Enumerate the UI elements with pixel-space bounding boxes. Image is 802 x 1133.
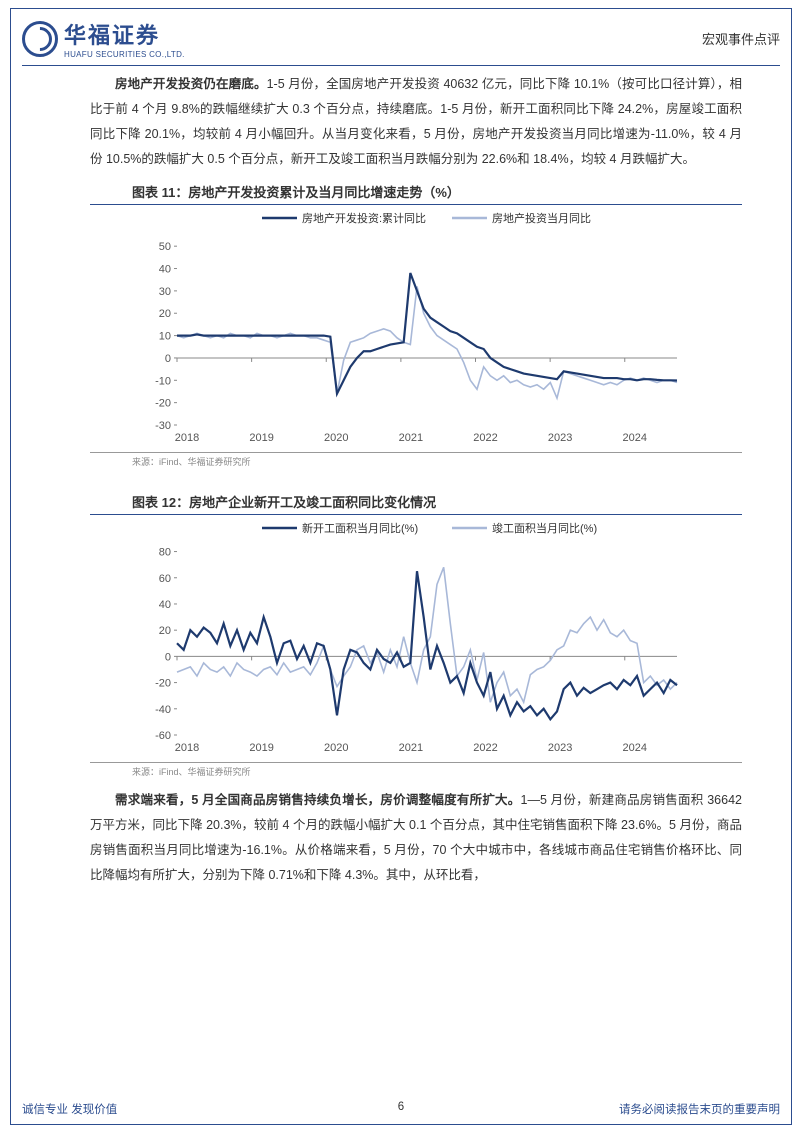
svg-text:2021: 2021 — [399, 742, 423, 754]
footer-page-number: 6 — [398, 1101, 404, 1113]
svg-text:-20: -20 — [155, 678, 171, 690]
paragraph-2: 需求端来看，5 月全国商品房销售持续负增长，房价调整幅度有所扩大。1—5 月份，… — [90, 788, 742, 888]
svg-text:2022: 2022 — [473, 432, 497, 444]
chart12-box: 新开工面积当月同比(%) 竣工面积当月同比(%) -60 -40 -20 0 20 40 60 8… — [90, 515, 742, 760]
svg-text:-30: -30 — [155, 420, 171, 432]
svg-text:2018: 2018 — [175, 432, 199, 444]
chart11-svg: 房地产开发投资:累计同比 房地产投资当月同比 -30 -20 -10 0 10 20 30 40 5… — [132, 205, 692, 450]
svg-text:30: 30 — [159, 286, 171, 298]
chart12-svg: 新开工面积当月同比(%) 竣工面积当月同比(%) -60 -40 -20 0 20 40 60 8… — [132, 515, 692, 760]
logo-cn-text: 华福证券 — [64, 18, 185, 50]
logo-icon — [22, 21, 58, 57]
chart11-box: 房地产开发投资:累计同比 房地产投资当月同比 -30 -20 -10 0 10 20 30 40 5… — [90, 205, 742, 450]
svg-text:2019: 2019 — [249, 432, 273, 444]
chart11-source: 来源：iFind、华福证券研究所 — [90, 452, 742, 468]
footer-left: 诚信专业 发现价值 — [22, 1101, 117, 1117]
logo-en-text: HUAFU SECURITIES CO.,LTD. — [64, 50, 185, 59]
svg-text:40: 40 — [159, 264, 171, 276]
svg-text:竣工面积当月同比(%): 竣工面积当月同比(%) — [492, 521, 597, 535]
svg-text:2022: 2022 — [473, 742, 497, 754]
svg-text:-60: -60 — [155, 730, 171, 742]
svg-text:2023: 2023 — [548, 742, 572, 754]
svg-text:2024: 2024 — [623, 742, 647, 754]
content: 房地产开发投资仍在磨底。1-5 月份，全国房地产开发投资 40632 亿元，同比… — [90, 72, 742, 888]
chart12-source: 来源：iFind、华福证券研究所 — [90, 762, 742, 778]
logo: 华福证券 HUAFU SECURITIES CO.,LTD. — [22, 18, 185, 59]
svg-text:80: 80 — [159, 547, 171, 559]
svg-text:20: 20 — [159, 625, 171, 637]
svg-text:2019: 2019 — [249, 742, 273, 754]
footer-right: 请务必阅读报告末页的重要声明 — [619, 1101, 780, 1117]
paragraph-1: 房地产开发投资仍在磨底。1-5 月份，全国房地产开发投资 40632 亿元，同比… — [90, 72, 742, 172]
svg-text:2024: 2024 — [623, 432, 647, 444]
page-header: 华福证券 HUAFU SECURITIES CO.,LTD. 宏观事件点评 — [22, 18, 780, 66]
chart12-title: 图表 12：房地产企业新开工及竣工面积同比变化情况 — [90, 492, 742, 515]
para1-bold: 房地产开发投资仍在磨底。 — [115, 77, 267, 91]
svg-text:房地产投资当月同比: 房地产投资当月同比 — [492, 211, 591, 225]
svg-text:2020: 2020 — [324, 432, 348, 444]
svg-text:2018: 2018 — [175, 742, 199, 754]
svg-text:40: 40 — [159, 599, 171, 611]
svg-text:2023: 2023 — [548, 432, 572, 444]
svg-text:2020: 2020 — [324, 742, 348, 754]
svg-text:房地产开发投资:累计同比: 房地产开发投资:累计同比 — [302, 211, 426, 225]
para2-bold: 需求端来看，5 月全国商品房销售持续负增长，房价调整幅度有所扩大。 — [115, 793, 521, 807]
svg-text:20: 20 — [159, 308, 171, 320]
svg-text:新开工面积当月同比(%): 新开工面积当月同比(%) — [302, 521, 418, 535]
svg-text:-10: -10 — [155, 375, 171, 387]
svg-text:0: 0 — [165, 353, 171, 365]
svg-text:-40: -40 — [155, 704, 171, 716]
svg-text:60: 60 — [159, 573, 171, 585]
chart11-title: 图表 11：房地产开发投资累计及当月同比增速走势（%） — [90, 182, 742, 205]
svg-text:10: 10 — [159, 331, 171, 343]
svg-text:2021: 2021 — [399, 432, 423, 444]
svg-text:50: 50 — [159, 241, 171, 253]
page-footer: 诚信专业 发现价值 6 请务必阅读报告末页的重要声明 — [22, 1101, 780, 1117]
svg-text:-20: -20 — [155, 398, 171, 410]
svg-text:0: 0 — [165, 651, 171, 663]
header-title: 宏观事件点评 — [702, 29, 780, 48]
